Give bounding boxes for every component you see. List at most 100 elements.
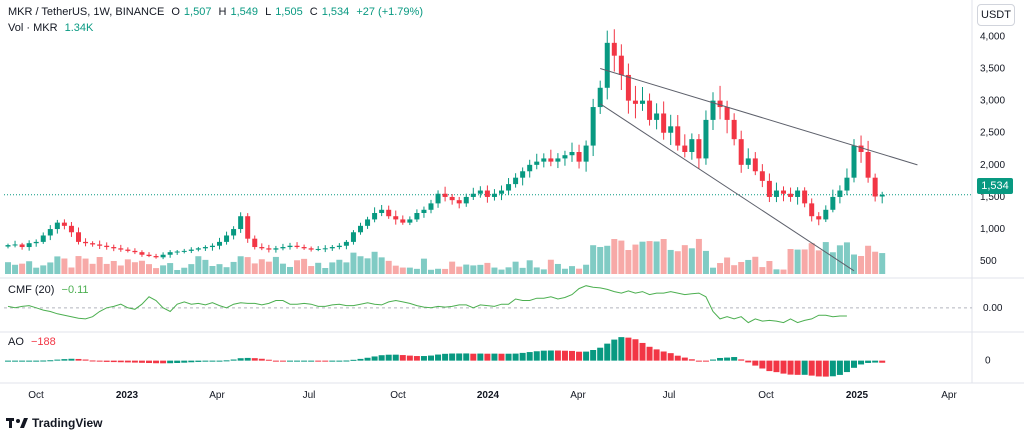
candle-body: [61, 222, 67, 226]
ao-label[interactable]: AO: [8, 336, 24, 348]
ao-bar: [702, 360, 709, 362]
volume-bar: [308, 266, 315, 274]
candle-body: [632, 100, 638, 104]
candle-body: [132, 250, 138, 253]
ao-bar: [322, 360, 329, 362]
ao-bar: [146, 360, 152, 364]
volume-bar: [153, 268, 160, 274]
volume-bar: [597, 246, 604, 274]
price-tick-label: 2,000: [980, 160, 1005, 171]
price-tick-label: 4,000: [980, 31, 1005, 42]
candle-body: [329, 247, 335, 249]
candle-body: [245, 216, 251, 239]
volume-bar: [406, 267, 413, 274]
candle-body: [287, 245, 293, 248]
volume-bar: [61, 258, 68, 274]
candle-body: [153, 256, 159, 258]
price-tick-label: 1,500: [980, 192, 1005, 203]
volume-bar: [364, 258, 371, 274]
volume-bar: [583, 264, 590, 274]
candle-body: [315, 248, 321, 250]
candle-body: [837, 190, 843, 197]
ao-bar: [583, 351, 590, 361]
brand-name: TradingView: [32, 416, 103, 430]
candle-body: [618, 55, 624, 75]
volume-bar: [491, 267, 498, 274]
volume-bar: [103, 263, 110, 274]
volume-bar: [519, 267, 526, 274]
open-value: 1,507: [183, 6, 212, 18]
candle-body: [809, 203, 815, 217]
candle-body: [491, 193, 497, 197]
volume-value: 1.34K: [64, 22, 94, 34]
ao-bar: [343, 360, 350, 362]
volume-bar: [54, 256, 61, 274]
tradingview-logo[interactable]: TradingView: [6, 416, 102, 430]
volume-bar: [216, 264, 223, 274]
candle-body: [830, 196, 836, 210]
ao-bar: [822, 360, 829, 377]
ao-bar: [188, 360, 195, 363]
ao-bar: [533, 351, 540, 361]
volume-bar: [702, 250, 709, 274]
ao-bar: [724, 357, 731, 361]
ao-bar: [294, 360, 301, 362]
ao-bar: [5, 360, 11, 362]
ao-bar: [61, 359, 68, 361]
ao-value: −188: [30, 336, 56, 348]
candle-body: [372, 213, 378, 220]
candle-body: [795, 190, 801, 197]
symbol-title[interactable]: MKR / TetherUS, 1W, BINANCE: [8, 6, 165, 18]
low-label: L: [265, 6, 272, 18]
cmf-label[interactable]: CMF (20): [8, 284, 55, 296]
close-value: 1,534: [321, 6, 350, 18]
candle-body: [188, 249, 194, 251]
volume-label[interactable]: Vol · MKR: [8, 22, 58, 34]
volume-bar: [181, 267, 188, 274]
volume-bar: [378, 257, 385, 274]
candle-body: [625, 74, 631, 101]
ao-bar: [512, 353, 519, 361]
volume-bar: [420, 258, 427, 274]
ao-bar: [604, 343, 611, 361]
ao-bar: [40, 360, 47, 362]
candle-body: [379, 209, 385, 213]
volume-bar: [26, 261, 33, 274]
ao-bar: [117, 360, 124, 363]
volume-bar: [484, 262, 491, 274]
volume-bar: [498, 269, 505, 274]
volume-bar: [822, 242, 829, 274]
volume-bar: [505, 267, 512, 274]
volume-bar: [724, 257, 731, 274]
candle-body: [33, 241, 39, 244]
candle-body: [682, 145, 688, 152]
volume-bar: [561, 268, 568, 274]
time-tick-label: 2024: [477, 390, 500, 401]
candle-body: [781, 190, 786, 194]
ao-bar: [879, 360, 886, 363]
volume-bar: [745, 259, 752, 274]
ao-bar: [498, 353, 505, 361]
volume-bar: [251, 263, 258, 274]
ao-bar: [470, 353, 477, 361]
volume-bar: [639, 241, 646, 274]
ao-bar: [399, 355, 406, 361]
ao-bar: [33, 360, 40, 362]
currency-button[interactable]: USDT: [977, 4, 1015, 26]
volume-bar: [752, 256, 759, 274]
volume-bar: [773, 269, 780, 274]
ao-bar: [82, 359, 89, 361]
ao-bar: [301, 360, 308, 362]
volume-bar: [385, 260, 392, 274]
volume-bar: [731, 265, 738, 274]
cmf-axis-label: 0.00: [983, 303, 1003, 314]
ao-bar: [611, 339, 618, 361]
ao-bar: [89, 360, 96, 362]
ao-bar: [202, 360, 209, 362]
candle-body: [823, 209, 829, 220]
ao-bar: [223, 360, 230, 362]
ao-bar: [96, 360, 103, 362]
ao-bar: [752, 360, 759, 366]
volume-bar: [470, 265, 477, 274]
